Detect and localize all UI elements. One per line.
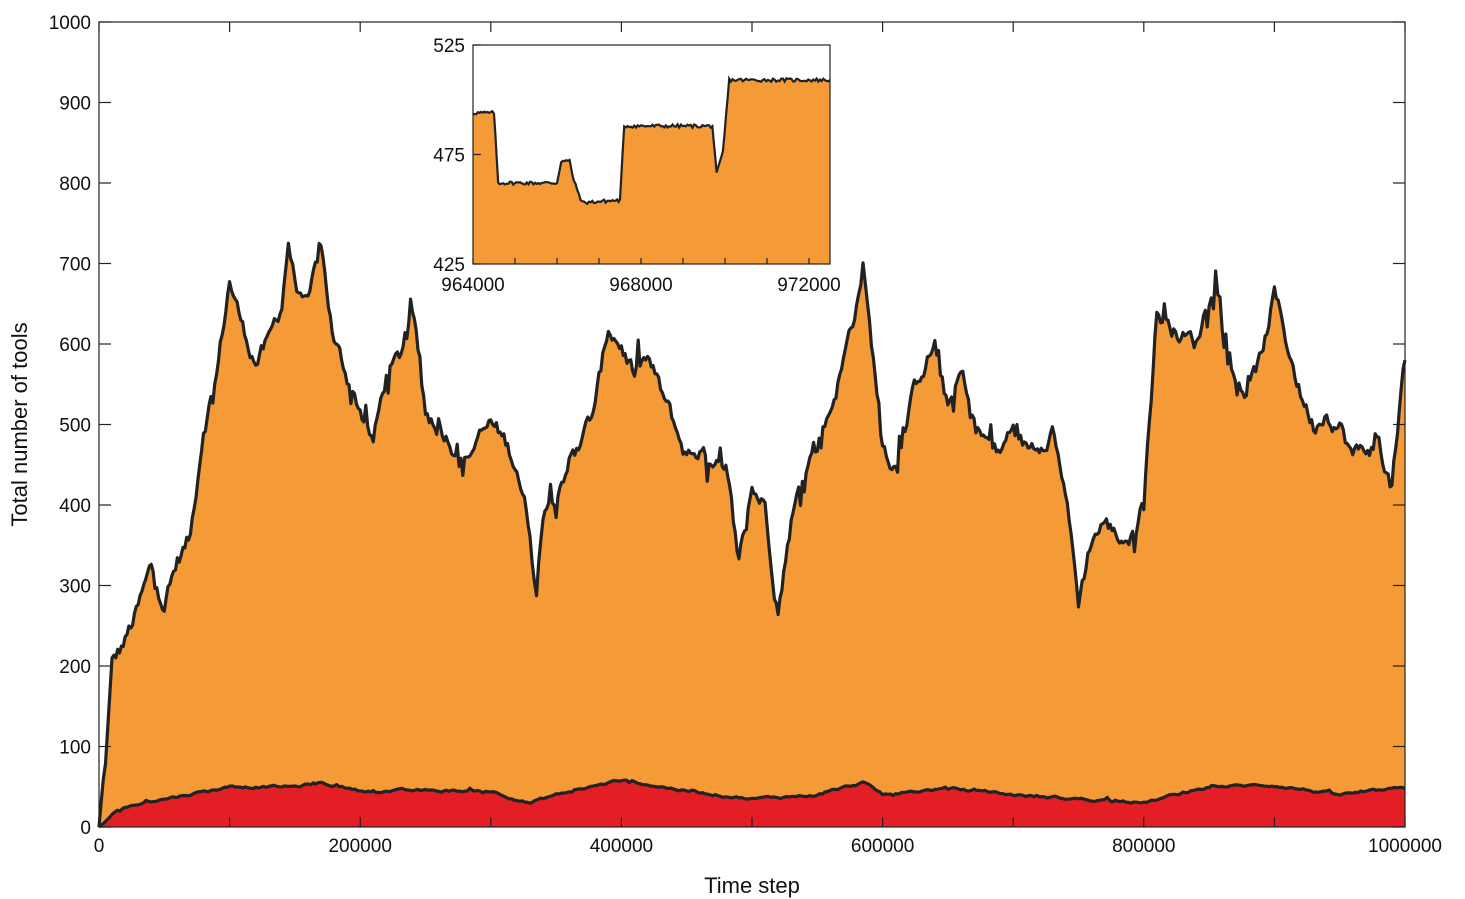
inset-axis-ticks: 964000 968000 972000 425 475 525	[433, 36, 840, 296]
inset-x-tick-label: 968000	[609, 275, 672, 296]
main-plot: 0 200000 400000 600000 800000 1000000 0 100 200 3…	[49, 13, 1442, 857]
inset-y-tick-label: 475	[433, 146, 465, 167]
main-axis-ticks: 0 200000 400000 600000 800000 1000000 0 100 200 3…	[49, 13, 1442, 857]
inset-y-tick-label: 525	[433, 36, 465, 57]
inset-line	[472, 75, 831, 206]
x-tick-label: 600000	[851, 836, 914, 857]
inset-plot: 964000 968000 972000 425 475 525	[433, 36, 840, 296]
y-tick-label: 800	[59, 174, 91, 195]
x-tick-label: 400000	[590, 836, 653, 857]
inset-frame	[472, 44, 831, 265]
main-plot-frame	[98, 21, 1406, 828]
inset-area	[473, 78, 830, 265]
x-tick-label: 1000000	[1368, 836, 1442, 857]
x-tick-label: 800000	[1112, 836, 1175, 857]
y-tick-label: 400	[59, 496, 91, 517]
y-tick-label: 200	[59, 657, 91, 678]
y-tick-label: 0	[80, 818, 91, 839]
y-tick-label: 1000	[49, 13, 91, 34]
lower-tools-area	[99, 780, 1405, 827]
x-tick-label: 0	[94, 836, 105, 857]
inset-x-tick-label: 972000	[777, 275, 840, 296]
y-tick-label: 700	[59, 255, 91, 276]
lower-tools-line	[97, 778, 1406, 829]
inset-y-tick-label: 425	[433, 255, 465, 276]
total-tools-area	[99, 243, 1405, 827]
y-axis-title: Total number of tools	[7, 322, 32, 526]
y-tick-label: 300	[59, 577, 91, 598]
x-tick-label: 200000	[328, 836, 391, 857]
inset-x-tick-label: 964000	[441, 275, 504, 296]
y-tick-label: 100	[59, 738, 91, 759]
y-tick-label: 900	[59, 94, 91, 115]
x-axis-title: Time step	[704, 873, 800, 898]
y-tick-label: 500	[59, 416, 91, 437]
total-tools-line	[97, 241, 1407, 828]
y-tick-label: 600	[59, 335, 91, 356]
